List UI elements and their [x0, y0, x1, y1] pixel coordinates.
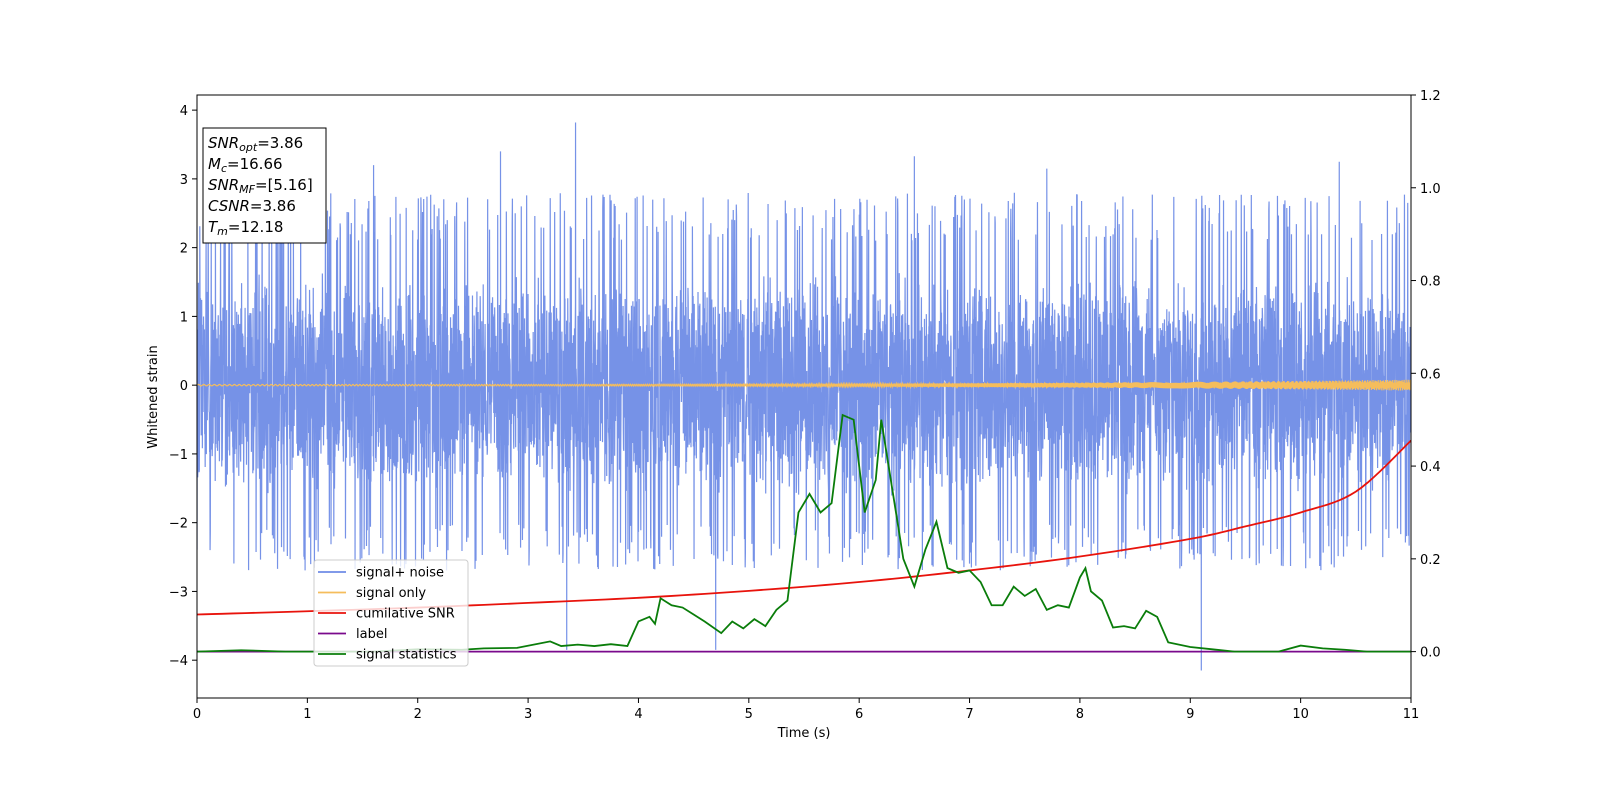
y2-tick-label: 0.8 — [1420, 275, 1441, 290]
x-tick-label: 8 — [1076, 707, 1084, 722]
legend-label: signal only — [356, 586, 426, 601]
legend-frame — [313, 559, 469, 667]
x-tick-label: 10 — [1292, 707, 1309, 722]
annotation-line: Tm=12.18 — [208, 218, 283, 238]
x-tick-label: 6 — [855, 707, 863, 722]
y-tick-label: 2 — [180, 242, 188, 257]
y-tick-label: −4 — [169, 654, 188, 669]
plot-frame — [196, 94, 1412, 699]
legend-label: signal statistics — [356, 648, 457, 663]
legend-label: label — [356, 627, 387, 642]
y2-tick-label: 0.2 — [1420, 553, 1441, 568]
axes-layer: 0 1 2 3 4 5 6 7 8 9 10 11 −4 −3 −2 −1 0 1 2 3 4 0.0 0.2 0.4 0.6 0… — [169, 89, 1441, 722]
y-tick-label: 3 — [180, 173, 188, 188]
annotation-line: SNRopt=3.86 — [208, 134, 303, 154]
x-tick-label: 3 — [524, 707, 532, 722]
x-tick-label: 11 — [1403, 707, 1420, 722]
y2-tick-label: 0.6 — [1420, 367, 1441, 382]
annotation-box: SNRopt=3.86Mc=16.66SNRMF=[5.16]CSNR=3.86… — [202, 127, 327, 244]
y2-tick-label: 0.0 — [1420, 646, 1441, 661]
legend-label: signal+ noise — [356, 566, 444, 581]
x-tick-label: 7 — [965, 707, 973, 722]
y-tick-label: 1 — [180, 310, 188, 325]
series-signal-noise — [197, 122, 1411, 671]
x-tick-label: 2 — [414, 707, 422, 722]
y-tick-label: 4 — [180, 104, 188, 119]
annotation-line: Mc=16.66 — [208, 155, 283, 175]
annotation-line: SNRMF=[5.16] — [208, 176, 313, 196]
annotation-line: CSNR=3.86 — [208, 197, 296, 215]
legend-label: cumilative SNR — [356, 607, 455, 622]
x-tick-label: 1 — [303, 707, 311, 722]
annotation-frame — [202, 127, 327, 244]
y2-tick-label: 1.2 — [1420, 89, 1441, 104]
x-axis-label: Time (s) — [777, 726, 831, 741]
y2-tick-label: 0.4 — [1420, 460, 1441, 475]
series-signal-statistics — [197, 413, 1411, 653]
y-tick-label: 0 — [180, 379, 188, 394]
y2-tick-label: 1.0 — [1420, 182, 1441, 197]
series-signal-only — [197, 379, 1411, 391]
x-tick-label: 9 — [1186, 707, 1194, 722]
x-tick-label: 4 — [634, 707, 642, 722]
x-tick-label: 0 — [193, 707, 201, 722]
y-axis-label: Whitened strain — [146, 345, 161, 448]
x-tick-label: 5 — [745, 707, 753, 722]
legend: signal+ noise signal only cumilative SNR la… — [313, 559, 469, 667]
y-tick-label: −1 — [169, 448, 188, 463]
y-tick-label: −3 — [169, 585, 188, 600]
y-tick-label: −2 — [169, 517, 188, 532]
